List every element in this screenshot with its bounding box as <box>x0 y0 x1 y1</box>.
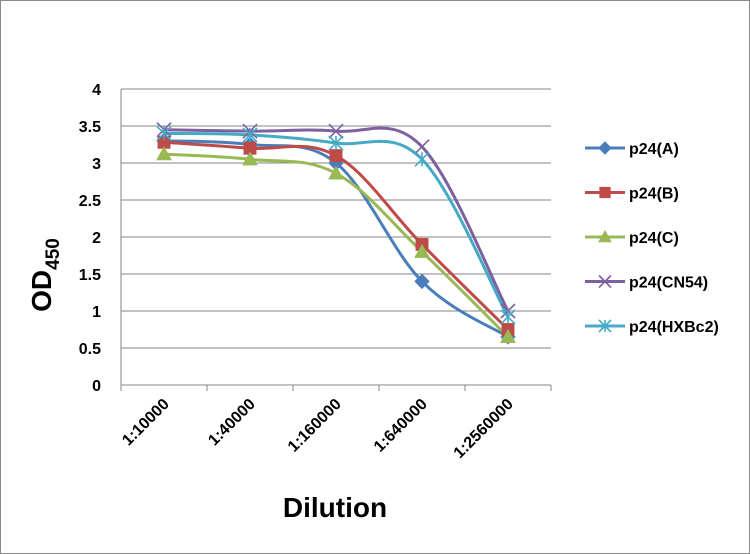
legend-item: p24(C) <box>585 229 679 247</box>
data-point-5-4 <box>414 151 430 167</box>
legend-marker <box>599 186 611 199</box>
legend: p24(A) p24(B) p24(C) p24(CN54) p24(HXBc2) <box>585 141 719 336</box>
x-tick-label: 1:10000 <box>119 396 173 450</box>
y-axis-title: OD450 <box>26 238 64 312</box>
y-tick-label: 2.5 <box>79 193 101 210</box>
x-tick-label: 1:2560000 <box>451 396 517 462</box>
x-tick-labels: 1:10000 1:40000 1:160000 1:640000 1:2560000 <box>119 396 517 462</box>
legend-marker <box>598 141 612 155</box>
y-tick-label: 1 <box>92 304 101 321</box>
series-markers <box>156 122 516 345</box>
x-axis-title: Dilution <box>283 492 387 523</box>
legend-item: p24(B) <box>585 186 679 203</box>
data-point-5-2 <box>242 127 258 143</box>
legend-marker <box>598 274 612 289</box>
series-line-4 <box>163 126 510 312</box>
data-point-4-3 <box>328 123 344 139</box>
data-point-3-1 <box>156 146 172 161</box>
legend-label: p24(C) <box>629 230 679 247</box>
legend-item: p24(CN54) <box>585 275 708 292</box>
data-point-2-3 <box>329 149 343 163</box>
data-point-3-3 <box>328 165 344 180</box>
y-tick-label: 3 <box>92 156 101 173</box>
y-tick-label: 1.5 <box>79 267 101 284</box>
y-tick-label: 0 <box>92 378 101 395</box>
legend-item: p24(HXBc2) <box>585 319 719 336</box>
data-point-5-5 <box>500 309 516 325</box>
y-tick-label: 4 <box>92 82 101 99</box>
y-tick-labels: 0 0.5 1 1.5 2 2.5 3 3.5 4 <box>79 82 101 395</box>
y-tick-label: 2 <box>92 230 101 247</box>
series-line-1 <box>163 139 509 339</box>
legend-label: p24(CN54) <box>629 275 708 292</box>
data-point-3-4 <box>414 243 430 258</box>
legend-label: p24(B) <box>629 186 679 203</box>
x-tick-label: 1:40000 <box>205 396 259 450</box>
data-point-4-4 <box>414 139 430 155</box>
legend-label: p24(A) <box>629 141 679 158</box>
y-axis-title-main: OD <box>26 270 57 312</box>
series-line-5 <box>163 131 510 318</box>
data-point-3-5 <box>500 328 516 343</box>
data-point-5-1 <box>156 125 172 141</box>
x-tick-label: 1:160000 <box>285 396 345 456</box>
data-point-5-3 <box>328 135 344 151</box>
x-tick-label: 1:640000 <box>371 396 431 456</box>
legend-label: p24(HXBc2) <box>629 319 719 336</box>
legend-marker <box>598 229 612 243</box>
legend-marker <box>598 319 612 333</box>
data-point-1-4 <box>414 273 430 290</box>
legend-item: p24(A) <box>585 141 679 158</box>
y-tick-label: 0.5 <box>79 341 101 358</box>
y-tick-label: 3.5 <box>79 119 101 136</box>
axes <box>120 89 552 391</box>
y-axis-title-subscript: 450 <box>43 238 64 270</box>
data-point-3-2 <box>242 151 258 166</box>
